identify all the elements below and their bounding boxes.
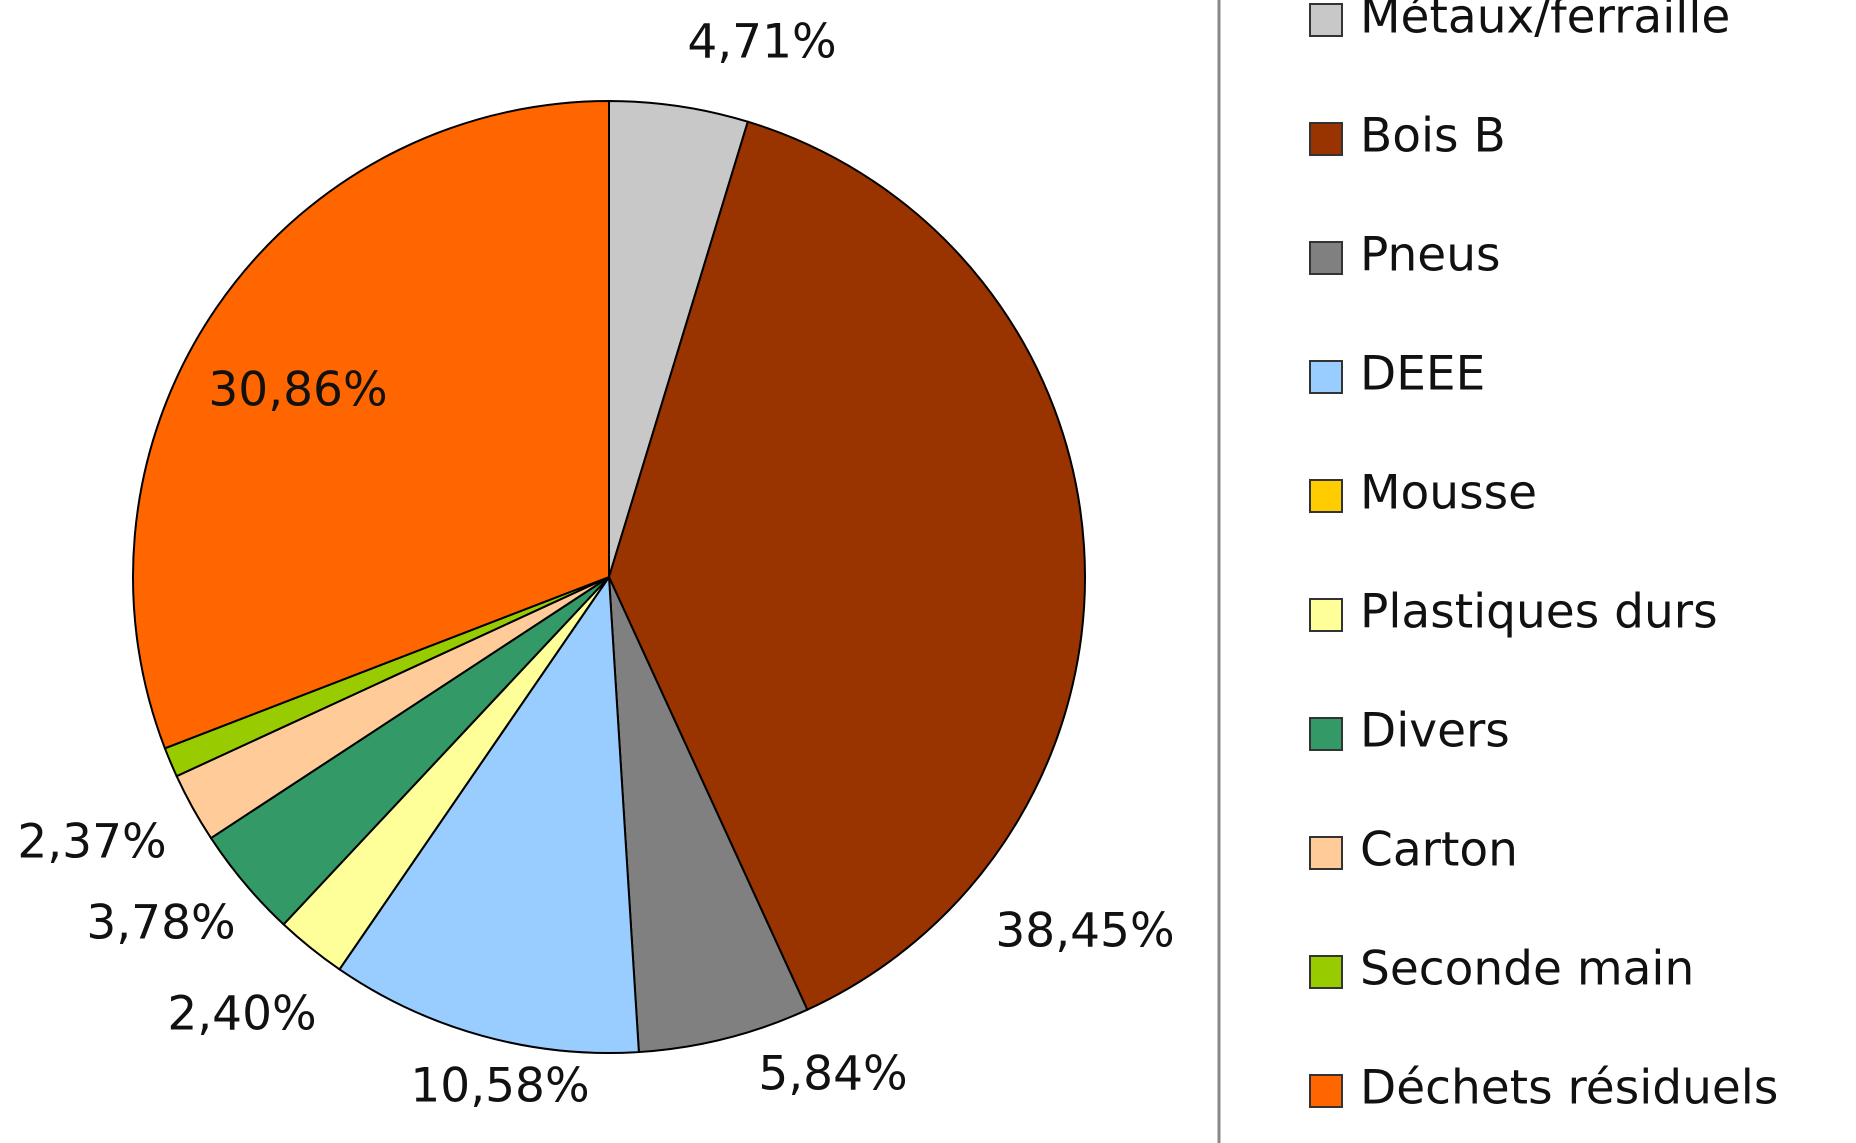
legend-swatch xyxy=(1309,955,1343,989)
legend-swatch xyxy=(1309,3,1343,37)
legend-swatch xyxy=(1309,241,1343,275)
legend-label: Plastiques durs xyxy=(1360,585,1718,640)
data-label: 3,78% xyxy=(86,896,235,951)
legend-label: Divers xyxy=(1360,704,1510,759)
legend-swatch xyxy=(1309,717,1343,751)
pie-slice xyxy=(338,574,640,1054)
data-label: 2,40% xyxy=(167,987,316,1042)
legend-swatch xyxy=(1309,360,1343,394)
legend-label: Métaux/ferraille xyxy=(1360,0,1730,45)
legend-label: Bois B xyxy=(1360,109,1506,164)
data-label: 30,86% xyxy=(208,363,387,418)
pie-slice xyxy=(607,120,1086,1012)
legend-swatch xyxy=(1309,122,1343,156)
legend-label: DEEE xyxy=(1360,347,1485,402)
legend-swatch xyxy=(1309,598,1343,632)
legend-swatch xyxy=(1309,836,1343,870)
legend-label: Pneus xyxy=(1360,228,1501,283)
data-label: 2,37% xyxy=(17,815,166,870)
legend-label: Seconde main xyxy=(1360,942,1694,997)
legend-label: Déchets résiduels xyxy=(1360,1061,1778,1116)
data-label: 38,45% xyxy=(995,904,1174,959)
data-label: 4,71% xyxy=(687,15,836,70)
legend-swatch xyxy=(1309,479,1343,513)
legend-label: Carton xyxy=(1360,823,1518,878)
legend-swatch xyxy=(1309,1074,1343,1108)
legend-label: Mousse xyxy=(1360,466,1537,521)
pie-slice xyxy=(608,576,809,1054)
pie-slice xyxy=(132,99,610,750)
data-label: 10,58% xyxy=(410,1059,589,1114)
data-label: 5,84% xyxy=(758,1047,907,1102)
